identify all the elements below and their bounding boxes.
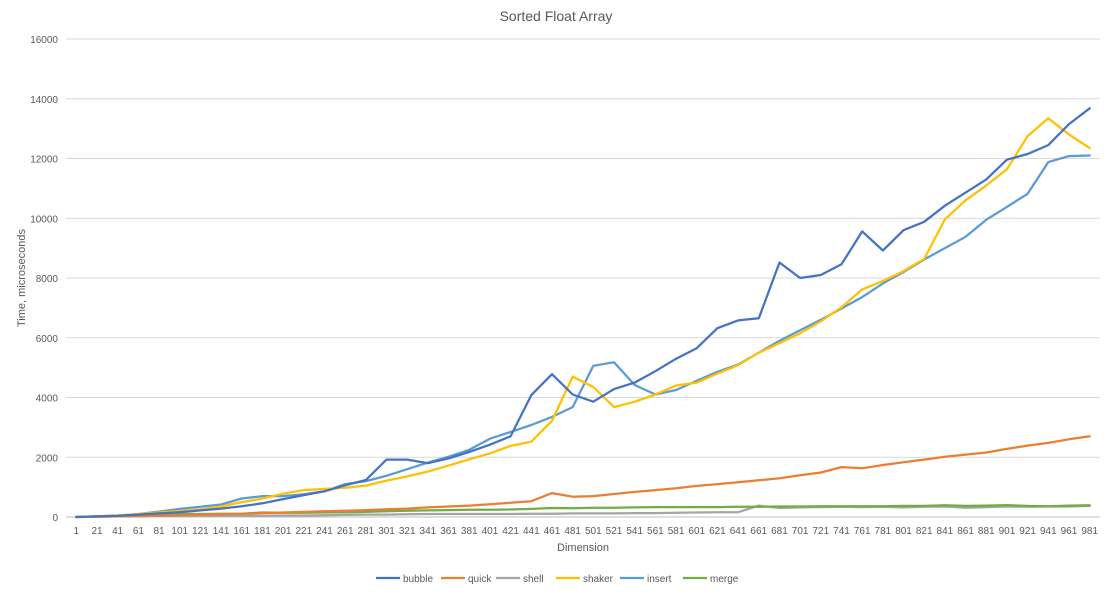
x-tick-label: 221 — [295, 526, 312, 537]
x-axis-ticks: 1 21 41 61 81 101 121 141 161 181 201 221 241 261 281 3… — [74, 526, 1099, 537]
x-tick-label: 821 — [916, 526, 933, 537]
x-tick-label: 601 — [688, 526, 705, 537]
x-tick-label: 941 — [1040, 526, 1057, 537]
x-tick-label: 461 — [544, 526, 561, 537]
legend-item-shaker: shaker — [556, 574, 614, 585]
x-tick-label: 61 — [133, 526, 145, 537]
x-tick-label: 981 — [1081, 526, 1098, 537]
x-tick-label: 401 — [482, 526, 499, 537]
x-tick-label: 21 — [91, 526, 103, 537]
x-tick-label: 541 — [626, 526, 643, 537]
y-tick-label: 10000 — [30, 214, 58, 225]
x-tick-label: 481 — [564, 526, 581, 537]
legend-label: shell — [523, 574, 544, 585]
x-tick-label: 181 — [254, 526, 271, 537]
y-tick-label: 12000 — [30, 155, 58, 166]
x-tick-label: 121 — [192, 526, 209, 537]
x-tick-label: 201 — [275, 526, 292, 537]
legend-item-merge: merge — [683, 574, 739, 585]
y-tick-label: 16000 — [30, 35, 58, 46]
x-tick-label: 521 — [606, 526, 623, 537]
x-tick-label: 441 — [523, 526, 540, 537]
y-tick-label: 2000 — [36, 453, 59, 464]
series-lines — [75, 107, 1091, 519]
x-axis-label: Dimension — [557, 542, 609, 554]
y-tick-label: 8000 — [36, 274, 59, 285]
x-tick-label: 801 — [895, 526, 912, 537]
series-line-bubble — [75, 107, 1091, 519]
series-line-shaker — [75, 117, 1091, 519]
x-tick-label: 581 — [668, 526, 685, 537]
x-tick-label: 281 — [358, 526, 375, 537]
legend-item-bubble: bubble — [376, 574, 433, 585]
x-tick-label: 161 — [233, 526, 250, 537]
x-tick-label: 301 — [378, 526, 395, 537]
x-tick-label: 781 — [875, 526, 892, 537]
x-tick-label: 721 — [812, 526, 829, 537]
y-axis-label: Time, microseconds — [16, 229, 28, 328]
x-tick-label: 621 — [709, 526, 726, 537]
y-tick-label: 14000 — [30, 95, 58, 106]
gridlines — [66, 38, 1100, 458]
y-axis-ticks: 0 2000 4000 6000 8000 10000 12000 14000 16000 — [30, 35, 58, 524]
x-tick-label: 321 — [399, 526, 416, 537]
x-tick-label: 501 — [585, 526, 602, 537]
x-tick-label: 381 — [461, 526, 478, 537]
y-tick-label: 6000 — [36, 334, 59, 345]
legend-label: shaker — [583, 574, 614, 585]
legend-label: merge — [710, 574, 739, 585]
x-tick-label: 41 — [112, 526, 124, 537]
x-tick-label: 101 — [171, 526, 188, 537]
x-tick-label: 261 — [337, 526, 354, 537]
x-tick-label: 1 — [74, 526, 80, 537]
legend-item-shell: shell — [496, 574, 544, 585]
x-tick-label: 661 — [750, 526, 767, 537]
chart-title: Sorted Float Array — [500, 8, 613, 24]
y-tick-label: 4000 — [36, 394, 59, 405]
x-tick-label: 561 — [647, 526, 664, 537]
x-tick-label: 81 — [153, 526, 165, 537]
x-tick-label: 141 — [213, 526, 230, 537]
x-tick-label: 681 — [771, 526, 788, 537]
series-line-insert — [75, 154, 1091, 519]
x-tick-label: 741 — [833, 526, 850, 537]
x-tick-label: 861 — [957, 526, 974, 537]
x-tick-label: 341 — [420, 526, 437, 537]
series-line-quick — [75, 435, 1091, 519]
legend: bubble quick shell shaker insert merge — [376, 574, 739, 585]
x-tick-label: 641 — [730, 526, 747, 537]
legend-item-insert: insert — [620, 574, 672, 585]
legend-label: bubble — [403, 574, 433, 585]
x-tick-label: 761 — [854, 526, 871, 537]
x-tick-label: 901 — [999, 526, 1016, 537]
x-tick-label: 361 — [440, 526, 457, 537]
legend-label: quick — [468, 574, 492, 585]
legend-item-quick: quick — [441, 574, 492, 585]
x-tick-label: 921 — [1019, 526, 1036, 537]
x-tick-label: 961 — [1061, 526, 1078, 537]
x-tick-label: 241 — [316, 526, 333, 537]
x-tick-label: 881 — [978, 526, 995, 537]
x-tick-label: 841 — [937, 526, 954, 537]
legend-label: insert — [647, 574, 672, 585]
x-tick-label: 421 — [502, 526, 519, 537]
y-tick-label: 0 — [52, 513, 58, 524]
x-tick-label: 701 — [792, 526, 809, 537]
